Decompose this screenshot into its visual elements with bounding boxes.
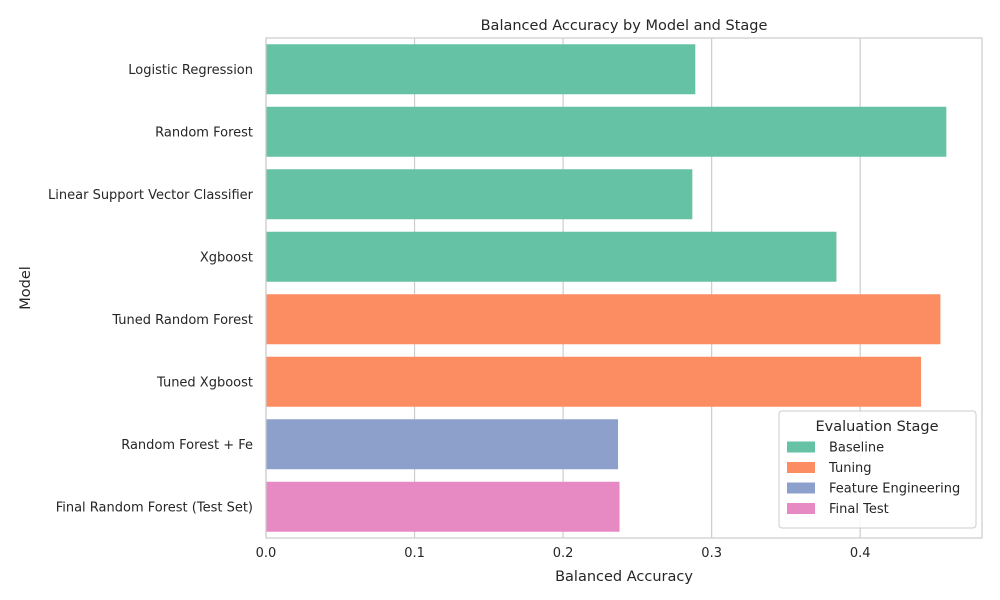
y-tick-label: Xgboost (200, 250, 253, 265)
x-tick-labels: 0.0 0.1 0.2 0.3 0.4 (256, 546, 871, 561)
chart-title: Balanced Accuracy by Model and Stage (481, 18, 768, 34)
y-tick-label: Random Forest + Fe (121, 438, 253, 453)
y-tick-label: Linear Support Vector Classifier (48, 188, 254, 203)
bars (266, 44, 947, 532)
y-tick-labels: Logistic Regression Random Forest Linear S… (48, 63, 254, 516)
x-tick-label: 0.1 (404, 546, 425, 561)
y-tick-label: Final Random Forest (Test Set) (56, 500, 253, 515)
bar (266, 44, 696, 95)
bar (266, 169, 693, 220)
y-tick-label: Random Forest (155, 125, 253, 140)
legend-title: Evaluation Stage (815, 419, 938, 435)
y-tick-label: Tuned Xgboost (156, 375, 253, 390)
bar (266, 294, 941, 345)
bar (266, 356, 922, 407)
bar (266, 106, 947, 157)
legend-swatch (787, 441, 815, 453)
legend-swatch (787, 482, 815, 494)
legend-label: Baseline (829, 441, 884, 456)
x-tick-label: 0.4 (850, 546, 871, 561)
x-tick-label: 0.0 (256, 546, 277, 561)
y-axis-label: Model (18, 266, 34, 310)
x-axis-label: Balanced Accuracy (555, 569, 693, 585)
y-tick-label: Logistic Regression (128, 63, 253, 78)
legend: Evaluation Stage Baseline Tuning Feature E… (778, 410, 977, 529)
x-tick-label: 0.2 (553, 546, 574, 561)
legend-label: Final Test (829, 502, 889, 517)
legend-swatch (787, 462, 815, 473)
bar (266, 231, 837, 282)
legend-label: Feature Engineering (829, 482, 960, 497)
y-tick-label: Tuned Random Forest (111, 313, 253, 328)
legend-items: Baseline Tuning Feature Engineering Final T… (787, 441, 960, 517)
plot-frame (265, 37, 983, 539)
legend-box (778, 410, 977, 529)
x-tick-label: 0.3 (701, 546, 722, 561)
legend-swatch (787, 503, 815, 514)
bar (266, 481, 620, 532)
legend-label: Tuning (828, 461, 872, 476)
bar (266, 419, 619, 470)
